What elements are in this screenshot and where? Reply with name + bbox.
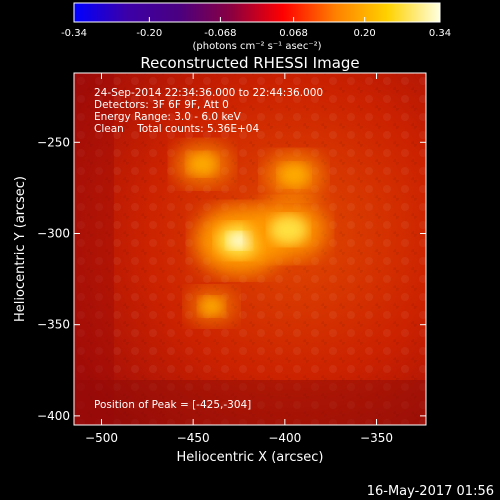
- annotation-energy-range: Energy Range: 3.0 - 6.0 keV: [94, 111, 242, 123]
- colorbar-tick-label: 0.068: [279, 28, 308, 39]
- source-core: [187, 153, 217, 176]
- y-axis-label: Heliocentric Y (arcsec): [13, 176, 28, 322]
- colorbar-tick-label: -0.20: [136, 28, 162, 39]
- source-peak: [227, 232, 251, 250]
- y-tick-label: −400: [37, 409, 70, 423]
- x-tick-label: −450: [177, 431, 210, 445]
- colorbar-unit-label: (photons cm⁻² s⁻¹ asec⁻²): [192, 41, 321, 52]
- peak-position-label: Position of Peak = [-425,-304]: [94, 399, 251, 411]
- source-core: [269, 215, 308, 245]
- annotation-block: 24-Sep-2014 22:34:36.000 to 22:44:36.000…: [94, 87, 323, 135]
- plot-frame: [73, 72, 427, 426]
- annotation-time-range: 24-Sep-2014 22:34:36.000 to 22:44:36.000: [94, 87, 323, 99]
- colorbar-tick-label: -0.34: [61, 28, 87, 39]
- y-tick-label: −300: [37, 226, 70, 240]
- annotation-detectors: Detectors: 3F 6F 9F, Att 0: [94, 99, 229, 111]
- x-tick-label: −350: [360, 431, 393, 445]
- source-core: [199, 297, 224, 316]
- source-core: [279, 163, 309, 187]
- y-tick-label: −350: [37, 318, 70, 332]
- colorbar-ticks: -0.34 -0.20 -0.068 0.068 0.20 0.34: [61, 17, 451, 39]
- x-tick-label: −500: [85, 431, 118, 445]
- x-axis-label: Heliocentric X (arcsec): [177, 450, 324, 465]
- colorbar-tick-label: 0.34: [429, 28, 451, 39]
- colorbar-tick-label: 0.20: [354, 28, 376, 39]
- plot-title: Reconstructed RHESSI Image: [140, 54, 359, 72]
- colorbar: [73, 2, 441, 23]
- y-tick-label: −250: [37, 135, 70, 149]
- colorbar-tick-label: -0.068: [204, 28, 236, 39]
- annotation-clean-counts: Clean Total counts: 5.36E+04: [94, 123, 259, 135]
- x-tick-label: −400: [268, 431, 301, 445]
- footer-timestamp: 16-May-2017 01:56: [367, 484, 494, 499]
- axis-ticks: −500 −450 −400 −350 −250 −300 −350 −400: [37, 73, 426, 445]
- heatmap-sources: [173, 141, 327, 326]
- heatmap-image: [74, 73, 426, 425]
